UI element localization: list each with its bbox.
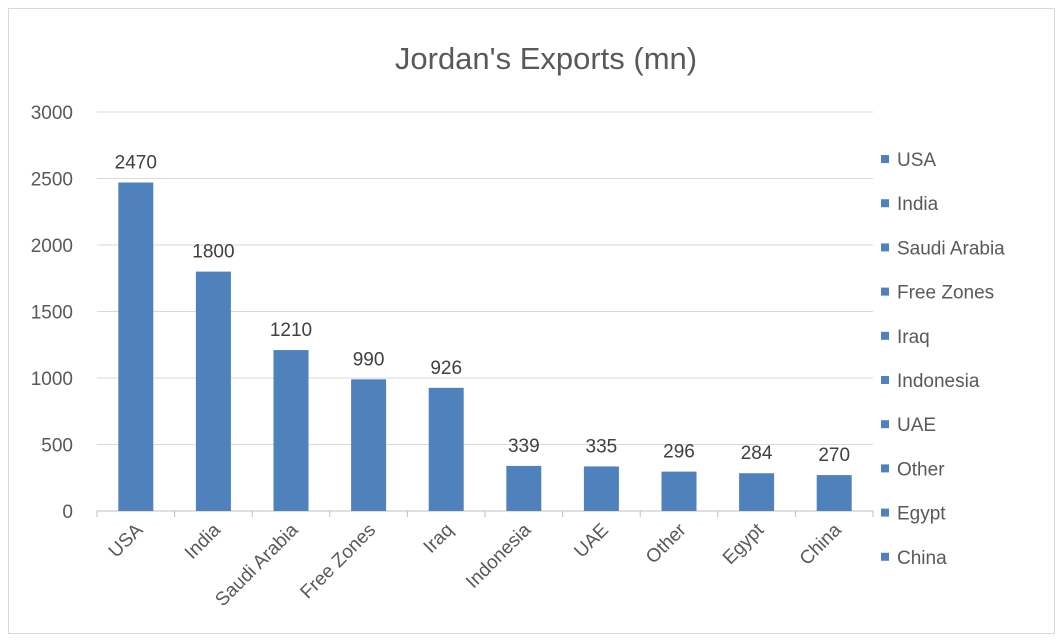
legend-swatch bbox=[881, 420, 889, 429]
x-tick-label: UAE bbox=[570, 520, 612, 562]
chart-title: Jordan's Exports (mn) bbox=[395, 41, 697, 76]
x-tick-label: USA bbox=[105, 519, 148, 562]
bar bbox=[661, 471, 697, 511]
data-label: 339 bbox=[508, 436, 540, 457]
x-tick-label: India bbox=[181, 519, 225, 563]
data-label: 1800 bbox=[192, 242, 234, 263]
legend-swatch bbox=[881, 508, 889, 517]
legend-entry: Iraq bbox=[897, 327, 930, 348]
data-labels: 2470 1800 1210 990 926 339 335 296 284 270 bbox=[115, 152, 850, 466]
legend-entry: USA bbox=[897, 150, 936, 171]
x-tick-label: Iraq bbox=[420, 520, 458, 558]
bar bbox=[118, 182, 154, 512]
legend-entry: Free Zones bbox=[897, 283, 994, 304]
y-tick-label: 1500 bbox=[31, 303, 73, 324]
legend-entry: Saudi Arabia bbox=[897, 238, 1005, 259]
y-tick-label: 2500 bbox=[31, 170, 73, 191]
legend-entry: China bbox=[897, 548, 947, 569]
legend-swatch bbox=[881, 376, 889, 384]
chart-frame: Jordan's Exports (mn) 0 500 1000 1500 2000 25… bbox=[8, 8, 1055, 634]
x-tick-label: Other bbox=[642, 519, 691, 568]
bar bbox=[428, 387, 464, 511]
x-tick-label: Free Zones bbox=[297, 520, 381, 604]
legend-entry: Egypt bbox=[897, 504, 946, 525]
data-label: 296 bbox=[663, 442, 695, 463]
bar bbox=[506, 465, 542, 511]
x-tick-label: Saudi Arabia bbox=[211, 519, 302, 610]
legend-swatch bbox=[881, 331, 889, 340]
bar bbox=[816, 475, 852, 511]
data-label: 2470 bbox=[115, 152, 157, 173]
x-tick-label: Indonesia bbox=[462, 519, 535, 592]
legend-entry: Other bbox=[897, 459, 945, 480]
data-label: 270 bbox=[818, 445, 850, 466]
legend-swatch bbox=[881, 155, 889, 163]
x-tick-label: China bbox=[796, 519, 846, 569]
data-label: 990 bbox=[353, 349, 385, 370]
legend-swatch bbox=[881, 464, 889, 473]
data-label: 284 bbox=[741, 443, 773, 464]
legend-swatch bbox=[881, 199, 889, 208]
bar bbox=[351, 379, 387, 511]
legend-entry: Indonesia bbox=[897, 371, 980, 392]
y-tick-label: 1000 bbox=[31, 369, 73, 390]
legend: USA India Saudi Arabia Free Zones Iraq Indone… bbox=[881, 150, 1005, 569]
y-tick-label: 2000 bbox=[31, 236, 73, 257]
bar bbox=[583, 466, 619, 511]
data-label: 1210 bbox=[270, 320, 312, 341]
legend-swatch bbox=[881, 552, 889, 561]
bar bbox=[739, 473, 775, 511]
legend-swatch bbox=[881, 243, 889, 252]
bar bbox=[273, 350, 309, 511]
bar-chart: Jordan's Exports (mn) 0 500 1000 1500 2000 25… bbox=[31, 41, 1005, 611]
data-label: 926 bbox=[430, 358, 462, 379]
legend-swatch bbox=[881, 287, 889, 296]
y-tick-label: 0 bbox=[62, 502, 73, 523]
data-label: 335 bbox=[586, 436, 618, 457]
bar bbox=[195, 271, 231, 511]
x-tick-label: Egypt bbox=[719, 519, 769, 569]
y-tick-label: 3000 bbox=[31, 103, 73, 124]
legend-entry: India bbox=[897, 194, 939, 215]
bars bbox=[118, 182, 852, 512]
legend-entry: UAE bbox=[897, 415, 936, 436]
y-tick-label: 500 bbox=[41, 436, 73, 457]
